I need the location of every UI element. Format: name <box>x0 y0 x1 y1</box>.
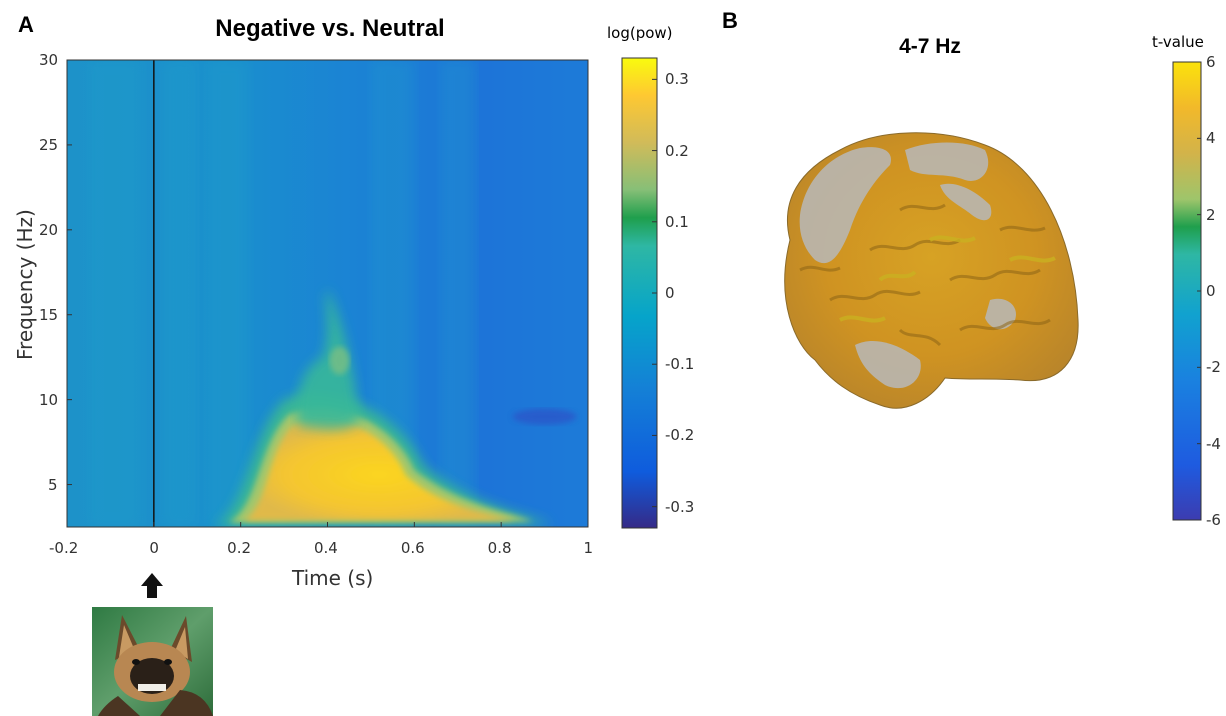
colorbar-a-tick-label: 0.2 <box>665 141 689 160</box>
brain-gyrus <box>878 270 917 282</box>
brain-sulcus <box>898 328 942 347</box>
brain-sulcus <box>959 318 1051 332</box>
x-axis-label: Time (s) <box>292 566 374 590</box>
colorbar-a-title: log(pow) <box>607 24 673 42</box>
brain-sulcus <box>869 238 961 252</box>
brain-gyrus <box>1009 255 1056 263</box>
colorbar-b-tick-label: -2 <box>1206 358 1221 377</box>
heatmap-peak-core <box>243 418 515 521</box>
x-tick-label: 0.8 <box>487 539 512 557</box>
brain-gray-region <box>905 142 989 181</box>
x-tick-label: 0.4 <box>314 539 338 557</box>
heatmap-streak <box>440 60 476 527</box>
panel-label-a: A <box>18 12 34 37</box>
brain-sulcus <box>999 225 1046 232</box>
heatmap-trough <box>512 408 577 425</box>
colorbar-b-tick-label: 0 <box>1206 282 1216 300</box>
y-tick-label: 30 <box>39 51 59 69</box>
colorbar-b-title: t-value <box>1152 33 1204 51</box>
y-tick-label: 20 <box>39 220 59 239</box>
x-tick-label: 1 <box>583 539 594 557</box>
colorbar-a <box>621 57 658 529</box>
brain-sulcus <box>899 203 946 212</box>
colorbar-b-tick-label: 4 <box>1206 129 1216 148</box>
colorbar-b-tick-label: 6 <box>1206 53 1216 71</box>
x-tick-label: 0.6 <box>400 539 425 557</box>
brain-sulcus <box>829 289 921 302</box>
brain-gray-region <box>799 147 891 264</box>
x-tick-label: 0.2 <box>227 539 252 557</box>
colorbar-b-tick-label: -6 <box>1206 511 1221 529</box>
y-axis-label: Frequency (Hz) <box>13 209 37 360</box>
colorbar-b <box>1172 61 1202 521</box>
colorbar-a-tick-label: -0.1 <box>665 355 695 374</box>
heatmap-ridge <box>296 289 360 430</box>
y-tick-label: 10 <box>39 390 59 409</box>
brain-gyrus <box>839 315 886 323</box>
heatmap-streak <box>88 60 141 527</box>
brain-gyrus <box>929 235 976 243</box>
colorbar-a-tick-label: -0.3 <box>665 497 695 516</box>
colorbar-b-tick-label: 2 <box>1206 205 1216 224</box>
colorbar-b-tick-label: -4 <box>1206 434 1221 453</box>
heatmap-ridge-spot <box>329 346 350 375</box>
y-tick-label: 5 <box>48 475 58 494</box>
brain-map-title: 4-7 Hz <box>899 35 961 58</box>
x-tick-label: -0.2 <box>49 539 79 557</box>
x-tick-label: 0 <box>149 539 159 557</box>
brain-gray-region <box>940 183 992 221</box>
colorbar-a-tick-label: -0.2 <box>665 426 695 445</box>
heatmap-streak <box>205 60 250 527</box>
brain-gray-region <box>855 340 921 389</box>
chart-title: Negative vs. Neutral <box>215 15 445 42</box>
heatmap-streak <box>162 60 198 527</box>
colorbar-a-tick-label: 0 <box>665 284 675 302</box>
panel-label-b: B <box>722 8 738 33</box>
colorbar-a-tick-label: 0.1 <box>665 212 689 231</box>
colorbar-a-tick-label: 0.3 <box>665 70 689 89</box>
brain-sulcus <box>799 265 841 272</box>
brain-sulcus <box>949 268 1041 282</box>
y-tick-label: 15 <box>39 305 59 324</box>
y-tick-label: 25 <box>39 135 59 154</box>
